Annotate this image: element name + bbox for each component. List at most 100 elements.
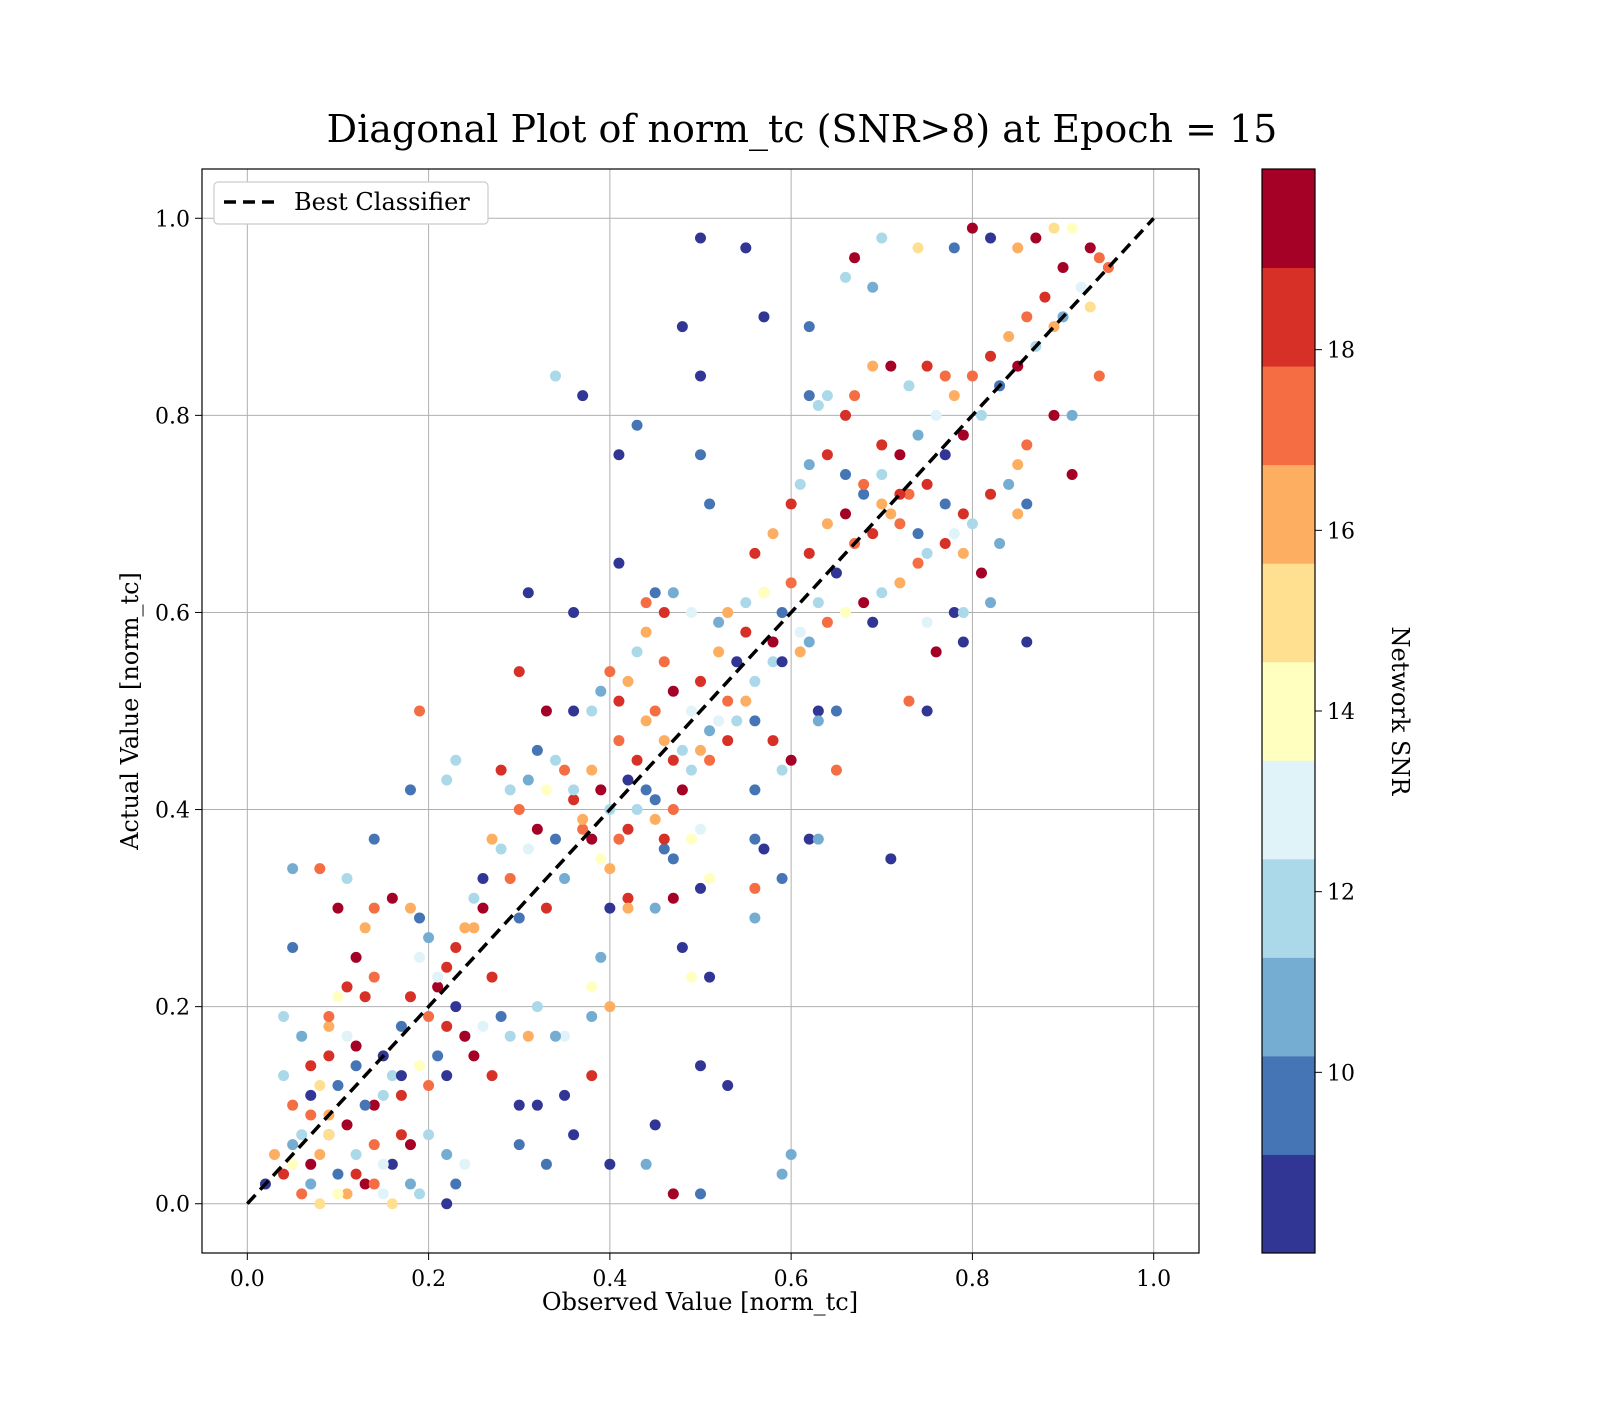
scatter-point bbox=[495, 1010, 507, 1022]
scatter-point bbox=[513, 1139, 525, 1151]
scatter-point bbox=[948, 242, 960, 254]
scatter-point bbox=[341, 981, 353, 993]
scatter-point bbox=[704, 754, 716, 766]
scatter-point bbox=[840, 409, 852, 421]
scatter-point bbox=[821, 449, 833, 461]
scatter-point bbox=[631, 419, 643, 431]
scatter-point bbox=[767, 528, 779, 540]
scatter-point bbox=[939, 498, 951, 510]
scatter-points bbox=[259, 222, 1114, 1210]
scatter-point bbox=[359, 1178, 371, 1190]
y-tick-label: 0.4 bbox=[155, 799, 190, 824]
y-tick-label: 0.2 bbox=[155, 996, 190, 1021]
scatter-point bbox=[749, 833, 761, 845]
scatter-point bbox=[676, 321, 688, 333]
scatter-point bbox=[314, 1148, 326, 1160]
scatter-point bbox=[568, 1129, 580, 1141]
scatter-point bbox=[350, 951, 362, 963]
scatter-point bbox=[368, 1099, 380, 1111]
scatter-point bbox=[323, 1010, 335, 1022]
scatter-point bbox=[549, 833, 561, 845]
scatter-point bbox=[604, 666, 616, 678]
scatter-point bbox=[504, 784, 516, 796]
scatter-point bbox=[1084, 242, 1096, 254]
scatter-point bbox=[776, 764, 788, 776]
scatter-point bbox=[849, 252, 861, 264]
scatter-point bbox=[622, 902, 634, 914]
scatter-point bbox=[1066, 409, 1078, 421]
scatter-point bbox=[803, 321, 815, 333]
scatter-point bbox=[1021, 498, 1033, 510]
scatter-point bbox=[404, 991, 416, 1003]
scatter-point bbox=[586, 1010, 598, 1022]
scatter-point bbox=[287, 942, 299, 954]
scatter-point bbox=[876, 468, 888, 480]
scatter-point bbox=[577, 390, 589, 402]
scatter-point bbox=[649, 705, 661, 717]
scatter-point bbox=[423, 1129, 435, 1141]
scatter-point bbox=[613, 735, 625, 747]
scatter-point bbox=[840, 508, 852, 520]
scatter-point bbox=[622, 892, 634, 904]
scatter-point bbox=[957, 508, 969, 520]
legend-box bbox=[213, 181, 489, 225]
scatter-point bbox=[912, 242, 924, 254]
scatter-point bbox=[287, 1158, 299, 1170]
scatter-point bbox=[921, 360, 933, 372]
scatter-point bbox=[368, 833, 380, 845]
scatter-point bbox=[604, 902, 616, 914]
scatter-point bbox=[386, 1158, 398, 1170]
scatter-point bbox=[314, 1198, 326, 1210]
scatter-point bbox=[613, 557, 625, 569]
scatter-point bbox=[667, 587, 679, 599]
scatter-point bbox=[758, 311, 770, 323]
scatter-point bbox=[867, 528, 879, 540]
scatter-point bbox=[450, 1001, 462, 1013]
scatter-point bbox=[649, 1119, 661, 1131]
scatter-point bbox=[921, 616, 933, 628]
scatter-point bbox=[414, 951, 426, 963]
colorbar-segment bbox=[1262, 169, 1315, 269]
scatter-point bbox=[1084, 301, 1096, 313]
scatter-point bbox=[776, 873, 788, 885]
scatter-point bbox=[459, 1030, 471, 1042]
scatter-point bbox=[1093, 370, 1105, 382]
scatter-point bbox=[404, 784, 416, 796]
scatter-point bbox=[395, 1020, 407, 1032]
scatter-point bbox=[395, 1089, 407, 1101]
scatter-point bbox=[794, 478, 806, 490]
scatter-point bbox=[1012, 242, 1024, 254]
scatter-point bbox=[1066, 468, 1078, 480]
scatter-point bbox=[740, 626, 752, 638]
scatter-point bbox=[513, 666, 525, 678]
scatter-point bbox=[287, 1139, 299, 1151]
scatter-point bbox=[758, 843, 770, 855]
scatter-point bbox=[876, 498, 888, 510]
scatter-point bbox=[894, 518, 906, 530]
colorbar-segment bbox=[1262, 1055, 1315, 1155]
scatter-point bbox=[713, 646, 725, 658]
scatter-point bbox=[722, 606, 734, 618]
scatter-point bbox=[640, 715, 652, 727]
scatter-point bbox=[758, 587, 770, 599]
scatter-point bbox=[622, 774, 634, 786]
scatter-point bbox=[586, 1070, 598, 1082]
scatter-point bbox=[332, 1079, 344, 1091]
scatter-point bbox=[296, 1129, 308, 1141]
scatter-point bbox=[595, 685, 607, 697]
scatter-point bbox=[359, 1099, 371, 1111]
x-tick-label: 0.6 bbox=[774, 1267, 809, 1292]
scatter-point bbox=[486, 833, 498, 845]
scatter-point bbox=[622, 823, 634, 835]
scatter-point bbox=[423, 1010, 435, 1022]
x-tick-label: 0.0 bbox=[230, 1267, 265, 1292]
scatter-point bbox=[531, 1099, 543, 1111]
scatter-point bbox=[695, 232, 706, 244]
scatter-point bbox=[441, 1198, 453, 1210]
scatter-point bbox=[667, 685, 679, 697]
scatter-point bbox=[613, 695, 625, 707]
scatter-point bbox=[350, 1060, 362, 1072]
scatter-point bbox=[740, 597, 752, 609]
scatter-point bbox=[305, 1109, 317, 1121]
